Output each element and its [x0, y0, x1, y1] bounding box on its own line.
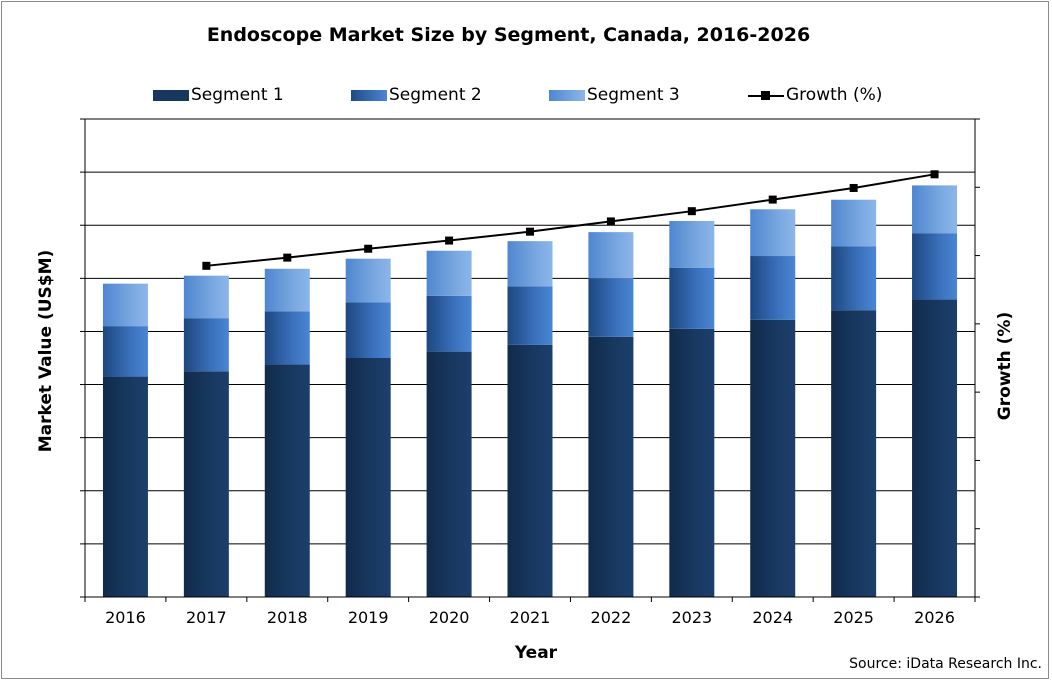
x-tick-label: 2018: [267, 608, 308, 627]
bar-segment-2: [912, 233, 958, 300]
x-tick-label: 2024: [752, 608, 793, 627]
bar-segment-1: [183, 371, 229, 597]
bar-segment-1: [750, 319, 796, 597]
legend-label-growth: Growth (%): [786, 85, 883, 105]
chart-title: Endoscope Market Size by Segment, Canada…: [206, 24, 811, 46]
bar-segment-3: [831, 199, 877, 247]
growth-marker: [202, 261, 211, 270]
bar-segment-2: [588, 278, 634, 337]
x-tick-label: 2021: [510, 608, 551, 627]
legend-label-segment-2: Segment 2: [389, 85, 482, 105]
x-axis-title: Year: [514, 643, 558, 663]
legend-swatch-growth: [748, 90, 784, 101]
bar-segment-1: [507, 344, 553, 597]
legend-item-segment-3: Segment 3: [549, 84, 680, 106]
growth-marker: [606, 217, 615, 226]
bar-segment-1: [102, 376, 148, 597]
x-tick-label: 2022: [591, 608, 632, 627]
bar-segment-1: [831, 310, 877, 597]
growth-marker: [930, 170, 939, 179]
bar-segment-1: [912, 299, 958, 597]
source-note: Source: iData Research Inc.: [849, 656, 1042, 672]
bar-segment-2: [264, 311, 310, 365]
bar-segment-3: [912, 185, 958, 234]
legend-swatch-segment-3: [549, 89, 585, 101]
bar-segment-2: [507, 286, 553, 345]
x-tick-label: 2025: [833, 608, 874, 627]
growth-marker: [364, 244, 373, 253]
chart-legend: Segment 1 Segment 2 Segment 3 Growth (%): [0, 84, 1052, 106]
growth-marker: [283, 253, 292, 262]
growth-marker: [445, 236, 454, 245]
legend-item-segment-2: Segment 2: [351, 84, 482, 106]
bar-segment-3: [102, 283, 148, 327]
bar-segment-2: [669, 267, 715, 329]
growth-marker: [526, 227, 534, 236]
x-tick-label: 2020: [429, 608, 470, 627]
bar-segment-1: [264, 364, 310, 597]
bar-segment-1: [426, 351, 472, 597]
bar-segment-3: [669, 220, 715, 268]
growth-marker: [768, 195, 777, 204]
bar-segment-2: [750, 256, 796, 320]
legend-item-growth: Growth (%): [748, 84, 882, 106]
bar-segment-2: [345, 302, 391, 358]
bar-segment-3: [183, 275, 229, 319]
bar-segment-1: [588, 336, 634, 597]
bar-segment-3: [588, 232, 634, 279]
bar-segment-1: [669, 328, 715, 597]
x-tick-label: 2026: [914, 608, 955, 627]
x-tick-label: 2017: [186, 608, 227, 627]
legend-swatch-segment-2: [351, 89, 387, 101]
legend-item-segment-1: Segment 1: [153, 84, 284, 106]
bar-segment-3: [507, 241, 553, 287]
bar-segment-3: [345, 258, 391, 303]
legend-label-segment-3: Segment 3: [587, 85, 680, 105]
legend-label-segment-1: Segment 1: [191, 85, 284, 105]
bar-segment-3: [750, 209, 796, 257]
legend-swatch-segment-1: [153, 89, 189, 101]
bar-segment-3: [426, 250, 472, 296]
bar-segment-2: [102, 326, 148, 377]
growth-marker: [687, 207, 696, 216]
bar-segment-1: [345, 358, 391, 597]
x-tick-label: 2016: [105, 608, 146, 627]
bar-segment-2: [831, 246, 877, 311]
bar-segment-3: [264, 268, 310, 312]
x-tick-label: 2023: [671, 608, 712, 627]
growth-marker: [849, 183, 858, 192]
growth-line: [206, 173, 935, 267]
bar-segment-2: [426, 295, 472, 352]
bar-segment-2: [183, 318, 229, 372]
x-tick-label: 2019: [348, 608, 389, 627]
